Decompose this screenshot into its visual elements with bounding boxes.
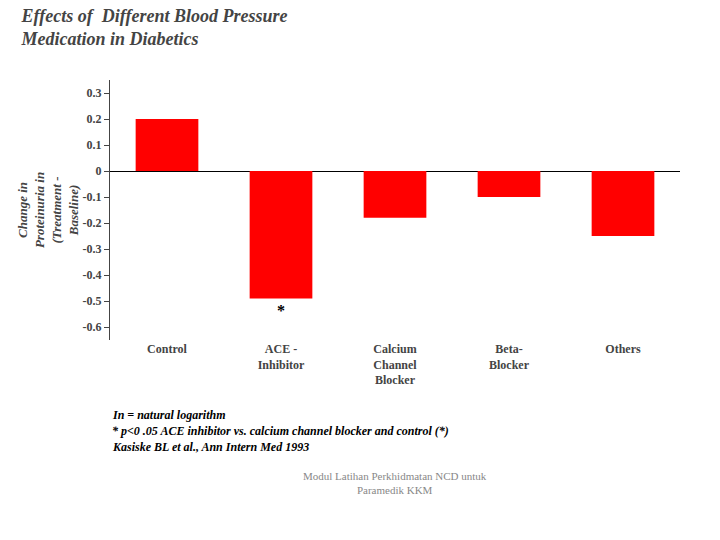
svg-text:In = natural logarithm: In = natural logarithm: [112, 408, 226, 422]
svg-text:-0.4: -0.4: [83, 268, 102, 282]
svg-text:-0.1: -0.1: [83, 190, 102, 204]
svg-text:ACE -Inhibitor: ACE -Inhibitor: [258, 342, 305, 372]
svg-text:*: *: [277, 302, 285, 319]
svg-text:-0.3: -0.3: [83, 242, 102, 256]
svg-text:Control: Control: [147, 342, 187, 356]
svg-text:0.2: 0.2: [87, 112, 102, 126]
svg-text:0.3: 0.3: [87, 86, 102, 100]
svg-text:0: 0: [96, 164, 102, 178]
svg-text:-0.6: -0.6: [83, 320, 102, 334]
svg-text:-0.5: -0.5: [83, 294, 102, 308]
svg-text:Kasiske BL et al., Ann Intern: Kasiske BL et al., Ann Intern Med 1993: [112, 440, 309, 454]
svg-text:Change inProteinuria in(Treatm: Change inProteinuria in(Treatment -Basel…: [15, 172, 81, 248]
svg-text:Effects of Different Blood Pr: Effects of Different Blood PressureMedic…: [21, 6, 288, 49]
svg-text:0.1: 0.1: [87, 138, 102, 152]
svg-text:Others: Others: [605, 342, 641, 356]
svg-text:Beta-Blocker: Beta-Blocker: [489, 342, 530, 372]
svg-text:Modul Latihan Perkhidmatan NCD: Modul Latihan Perkhidmatan NCD untukPara…: [303, 470, 487, 496]
svg-text:CalciumChannelBlocker: CalciumChannelBlocker: [373, 342, 417, 387]
svg-text:* p<0 .05 ACE inhibitor vs. ca: * p<0 .05 ACE inhibitor vs. calcium chan…: [112, 424, 449, 438]
svg-text:-0.2: -0.2: [83, 216, 102, 230]
